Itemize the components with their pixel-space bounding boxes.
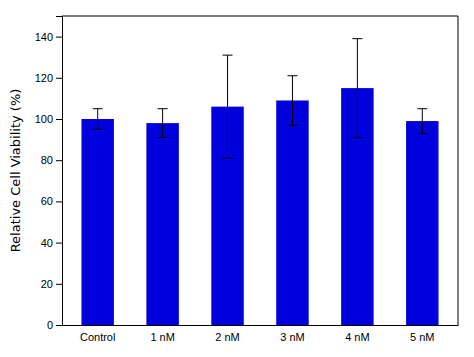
tick: Control — [80, 331, 115, 343]
tick: 0 — [47, 319, 62, 331]
tick-label: 1 nM — [150, 331, 174, 343]
error-cap — [352, 137, 362, 138]
bar — [81, 119, 113, 325]
tick: 4 nM — [345, 331, 369, 343]
error-bar — [417, 109, 427, 134]
tick-label: Control — [80, 331, 115, 343]
tick-label: 140 — [35, 31, 53, 43]
error-bar — [287, 76, 297, 125]
tick: 20 — [41, 278, 62, 290]
tick-label: 40 — [41, 237, 53, 249]
y-axis-title: Relative Cell Viability (%) — [8, 89, 23, 253]
marks — [81, 39, 438, 325]
plot: 0 20 40 60 80 100 120 140 Control 1 nM 2 nM 3 nM 4 n… — [35, 16, 459, 343]
tick-mark — [56, 325, 62, 326]
tick-label: 80 — [41, 154, 53, 166]
error-line — [227, 55, 228, 158]
tick: 5 nM — [410, 331, 434, 343]
axis-line — [56, 17, 63, 326]
tick-mark — [56, 119, 62, 120]
tick: 60 — [41, 195, 62, 207]
tick: 140 — [35, 31, 62, 43]
error-bar — [158, 109, 168, 138]
error-line — [162, 109, 163, 138]
tick-label: 0 — [47, 319, 53, 331]
tick-label: 120 — [35, 72, 53, 84]
tick-mark — [56, 160, 62, 161]
error-cap — [158, 108, 168, 109]
error-cap — [223, 55, 233, 56]
tick: 40 — [41, 237, 62, 249]
tick-mark — [56, 37, 62, 38]
tick-label: 60 — [41, 195, 53, 207]
error-cap — [417, 108, 427, 109]
tick-mark — [56, 243, 62, 244]
bar — [146, 123, 178, 325]
error-cap — [223, 158, 233, 159]
tick-label: 20 — [41, 278, 53, 290]
error-line — [422, 109, 423, 134]
tick-label: 2 nM — [215, 331, 239, 343]
frame-line — [458, 16, 459, 325]
error-line — [292, 76, 293, 125]
frame-line — [62, 16, 458, 17]
error-cap — [352, 38, 362, 39]
error-cap — [158, 137, 168, 138]
tick: 1 nM — [150, 331, 174, 343]
x-axis: Control 1 nM 2 nM 3 nM 4 nM 5 nM — [63, 326, 459, 343]
error-line — [357, 39, 358, 138]
error-cap — [93, 129, 103, 130]
tick-label: 4 nM — [345, 331, 369, 343]
error-bar — [352, 39, 362, 138]
tick-label: 3 nM — [280, 331, 304, 343]
axis-line — [63, 325, 459, 326]
error-bar — [93, 109, 103, 130]
error-cap — [417, 133, 427, 134]
tick-mark — [56, 201, 62, 202]
y-axis: 0 20 40 60 80 100 120 140 — [35, 17, 63, 332]
error-line — [97, 109, 98, 130]
chart: 0 20 40 60 80 100 120 140 Control 1 nM 2 nM 3 nM 4 n… — [0, 0, 474, 357]
error-bar — [223, 55, 233, 158]
bar — [276, 100, 308, 325]
error-cap — [287, 125, 297, 126]
tick: 80 — [41, 154, 62, 166]
tick: 3 nM — [280, 331, 304, 343]
bar — [406, 121, 438, 325]
error-cap — [93, 108, 103, 109]
tick-mark — [56, 78, 62, 79]
tick-label: 5 nM — [410, 331, 434, 343]
tick: 100 — [35, 113, 62, 125]
error-cap — [287, 75, 297, 76]
tick: 2 nM — [215, 331, 239, 343]
tick-mark — [56, 284, 62, 285]
tick: 120 — [35, 72, 62, 84]
tick-label: 100 — [35, 113, 53, 125]
